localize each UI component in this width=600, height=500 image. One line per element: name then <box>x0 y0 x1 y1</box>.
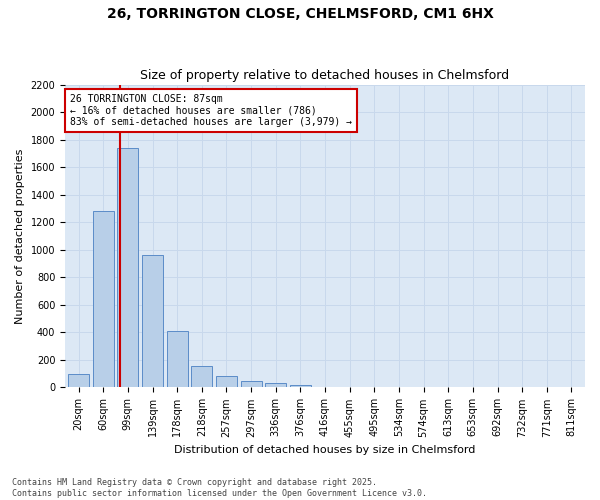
Bar <box>93 211 113 388</box>
Bar <box>241 380 262 388</box>
Y-axis label: Number of detached properties: Number of detached properties <box>15 148 25 324</box>
Bar <box>265 384 286 388</box>
Bar <box>68 374 89 388</box>
Title: Size of property relative to detached houses in Chelmsford: Size of property relative to detached ho… <box>140 69 509 82</box>
Bar <box>191 366 212 388</box>
Bar <box>290 384 311 388</box>
Bar <box>142 256 163 388</box>
Text: 26, TORRINGTON CLOSE, CHELMSFORD, CM1 6HX: 26, TORRINGTON CLOSE, CHELMSFORD, CM1 6H… <box>107 8 493 22</box>
Text: Contains HM Land Registry data © Crown copyright and database right 2025.
Contai: Contains HM Land Registry data © Crown c… <box>12 478 427 498</box>
Bar <box>118 148 139 388</box>
X-axis label: Distribution of detached houses by size in Chelmsford: Distribution of detached houses by size … <box>175 445 476 455</box>
Text: 26 TORRINGTON CLOSE: 87sqm
← 16% of detached houses are smaller (786)
83% of sem: 26 TORRINGTON CLOSE: 87sqm ← 16% of deta… <box>70 94 352 127</box>
Bar <box>216 376 237 388</box>
Bar <box>167 331 188 388</box>
